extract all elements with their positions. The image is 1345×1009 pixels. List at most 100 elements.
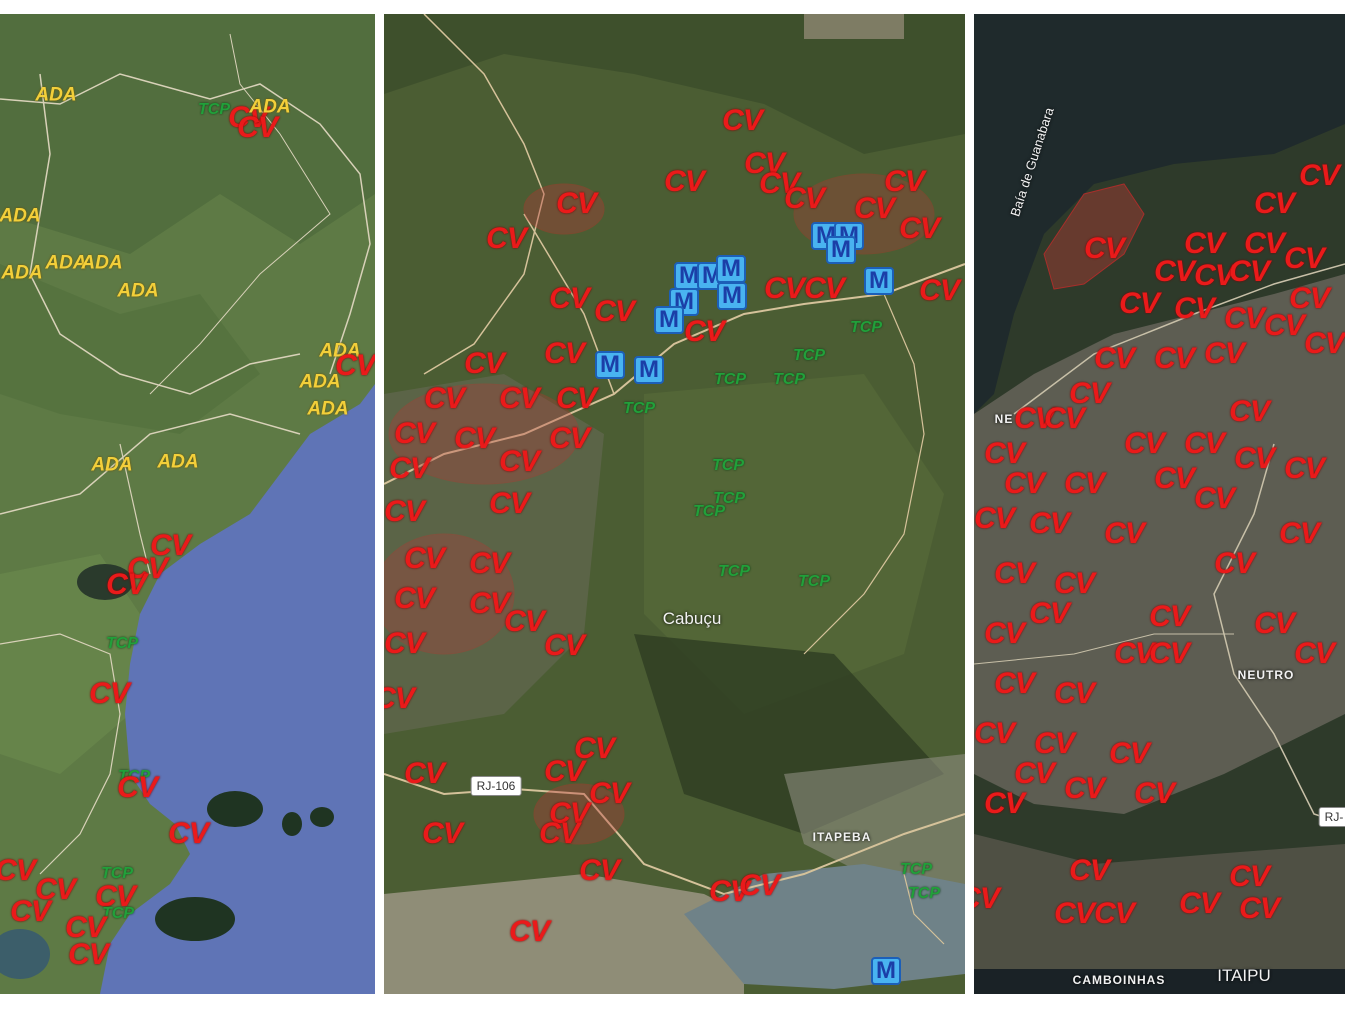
cv-territory-label[interactable]: CV	[549, 422, 590, 455]
cv-territory-label[interactable]: CV	[89, 677, 130, 710]
map-panel-right[interactable]: Baía de Guanabara NE NEUTRO CAMBOINHAS ITAIP…	[974, 14, 1345, 994]
cv-territory-label[interactable]: CV	[422, 817, 463, 850]
cv-territory-label[interactable]: CV	[1239, 892, 1280, 925]
tcp-territory-label[interactable]: TCP	[900, 861, 932, 878]
militia-marker[interactable]: M	[826, 236, 856, 264]
cv-territory-label[interactable]: CV	[489, 487, 530, 520]
map-panel-middle[interactable]: Cabuçu ITAPEBA RJ-106 CV CV CV CV CV CV CV CV CV CV M…	[384, 14, 965, 994]
cv-territory-label[interactable]: CV	[469, 547, 510, 580]
cv-territory-label[interactable]: CV	[1084, 232, 1125, 265]
cv-territory-label[interactable]: CV	[1034, 727, 1075, 760]
cv-territory-label[interactable]: CV	[739, 869, 780, 902]
cv-territory-label[interactable]: CV	[1184, 227, 1225, 260]
map-panel-left[interactable]: ADA TCP CV ADA CV ADA ADA ADA ADA ADA ADA ADA ADA CV A…	[0, 14, 375, 994]
cv-territory-label[interactable]: CV	[127, 552, 168, 585]
cv-territory-label[interactable]: CV	[759, 167, 800, 200]
cv-territory-label[interactable]: CV	[106, 568, 147, 601]
cv-territory-label[interactable]: CV	[854, 192, 895, 225]
tcp-territory-label[interactable]: TCP	[713, 490, 745, 507]
cv-territory-label[interactable]: CV	[384, 495, 425, 528]
tcp-territory-label[interactable]: TCP	[106, 635, 138, 652]
cv-territory-label[interactable]: CV	[1229, 860, 1270, 893]
cv-territory-label[interactable]: CV	[1094, 342, 1135, 375]
cv-territory-label[interactable]: CV	[984, 437, 1025, 470]
cv-territory-label[interactable]: CV	[764, 272, 805, 305]
cv-territory-label[interactable]: CV	[1174, 292, 1215, 325]
cv-territory-label[interactable]: CV	[1154, 462, 1195, 495]
ada-territory-label[interactable]: ADA	[307, 398, 349, 420]
cv-territory-label[interactable]: CV	[499, 445, 540, 478]
cv-territory-label[interactable]: CV	[1069, 377, 1110, 410]
cv-territory-label[interactable]: CV	[1069, 854, 1110, 887]
cv-territory-label[interactable]: CV	[984, 787, 1025, 820]
cv-territory-label[interactable]: CV	[1119, 287, 1160, 320]
cv-territory-label[interactable]: CV	[1064, 772, 1105, 805]
militia-marker[interactable]: M	[864, 267, 894, 295]
cv-territory-label[interactable]: CV	[454, 422, 495, 455]
ada-territory-label[interactable]: ADA	[299, 371, 341, 393]
cv-territory-label[interactable]: CV	[1284, 242, 1325, 275]
cv-territory-label[interactable]: CV	[1149, 637, 1190, 670]
cv-territory-label[interactable]: CV	[556, 187, 597, 220]
cv-territory-label[interactable]: CV	[404, 542, 445, 575]
cv-territory-label[interactable]: CV	[1029, 507, 1070, 540]
cv-territory-label[interactable]: CV	[95, 880, 136, 913]
cv-territory-label[interactable]: CV	[589, 777, 630, 810]
cv-territory-label[interactable]: CV	[1054, 677, 1095, 710]
cv-territory-label[interactable]: CV	[722, 104, 763, 137]
cv-territory-label[interactable]: CV	[35, 873, 76, 906]
cv-territory-label[interactable]: CV	[574, 732, 615, 765]
cv-territory-label[interactable]: CV	[1054, 897, 1095, 930]
cv-territory-label[interactable]: CV	[974, 502, 1015, 535]
cv-territory-label[interactable]: CV	[899, 212, 940, 245]
cv-territory-label[interactable]: CV	[0, 854, 36, 887]
ada-territory-label[interactable]: ADA	[45, 252, 87, 274]
tcp-territory-label[interactable]: TCP	[908, 885, 940, 902]
cv-territory-label[interactable]: CV	[1294, 637, 1335, 670]
tcp-territory-label[interactable]: TCP	[798, 573, 830, 590]
cv-territory-label[interactable]: CV	[509, 915, 550, 948]
militia-marker[interactable]: M	[654, 306, 684, 334]
cv-territory-label[interactable]: CV	[1029, 597, 1070, 630]
militia-marker[interactable]: M	[871, 957, 901, 985]
cv-territory-label[interactable]: CV	[984, 617, 1025, 650]
ada-territory-label[interactable]: ADA	[0, 205, 41, 227]
cv-territory-label[interactable]: CV	[919, 274, 960, 307]
cv-territory-label[interactable]: CV	[1114, 637, 1155, 670]
cv-territory-label[interactable]: CV	[1094, 897, 1135, 930]
cv-territory-label[interactable]: CV	[1054, 567, 1095, 600]
militia-marker[interactable]: M	[595, 351, 625, 379]
cv-territory-label[interactable]: CV	[974, 717, 1015, 750]
cv-territory-label[interactable]: CV	[394, 582, 435, 615]
cv-territory-label[interactable]: CV	[1154, 342, 1195, 375]
tcp-territory-label[interactable]: TCP	[102, 905, 134, 922]
tcp-territory-label[interactable]: TCP	[850, 319, 882, 336]
cv-territory-label[interactable]: CV	[1254, 187, 1295, 220]
tcp-territory-label[interactable]: TCP	[198, 101, 230, 118]
cv-territory-label[interactable]: CV	[168, 817, 209, 850]
cv-territory-label[interactable]: CV	[884, 165, 925, 198]
tcp-territory-label[interactable]: TCP	[693, 503, 725, 520]
cv-territory-label[interactable]: CV	[1014, 402, 1055, 435]
cv-territory-label[interactable]: CV	[1149, 600, 1190, 633]
cv-territory-label[interactable]: CV	[1134, 777, 1175, 810]
cv-territory-label[interactable]: CV	[556, 382, 597, 415]
cv-territory-label[interactable]: CV	[594, 295, 635, 328]
cv-territory-label[interactable]: CV	[68, 938, 109, 971]
cv-territory-label[interactable]: CV	[1244, 227, 1285, 260]
ada-territory-label[interactable]: ADA	[249, 96, 291, 118]
cv-territory-label[interactable]: CV	[1224, 302, 1265, 335]
cv-territory-label[interactable]: CV	[469, 587, 510, 620]
militia-marker[interactable]: M	[717, 282, 747, 310]
cv-territory-label[interactable]: CV	[1229, 255, 1270, 288]
cv-territory-label[interactable]: CV	[549, 282, 590, 315]
cv-territory-label[interactable]: CV	[1154, 255, 1195, 288]
cv-territory-label[interactable]: CV	[504, 605, 545, 638]
cv-territory-label[interactable]: CV	[1104, 517, 1145, 550]
cv-territory-label[interactable]: CV	[744, 147, 785, 180]
cv-territory-label[interactable]: CV	[65, 911, 106, 944]
cv-territory-label[interactable]: CV	[384, 682, 415, 715]
cv-territory-label[interactable]: CV	[117, 771, 158, 804]
cv-territory-label[interactable]: CV	[1229, 395, 1270, 428]
cv-territory-label[interactable]: CV	[486, 222, 527, 255]
